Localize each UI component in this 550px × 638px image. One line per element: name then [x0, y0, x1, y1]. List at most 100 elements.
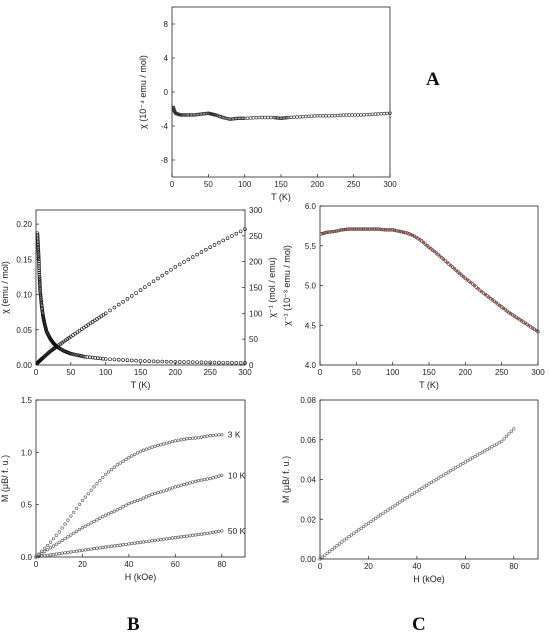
x-tick-label: 300 [383, 180, 397, 189]
y-axis-label-c-bottom: M (μB/ f. u.) [281, 456, 291, 503]
magnetization-point [191, 533, 195, 537]
y-tick-label: 0.00 [300, 555, 316, 564]
data-point [289, 115, 293, 120]
magnetization-point [332, 545, 337, 550]
panel-letter-b: B [127, 614, 140, 635]
susceptibility-point [243, 361, 247, 365]
x-tick-label: 80 [217, 560, 226, 569]
magnetization-point-group [318, 427, 516, 561]
magnetization-point [127, 455, 131, 460]
magnetization-point [72, 531, 76, 535]
y-tick-label: 4 [164, 54, 169, 63]
y-tick-label: 0 [164, 88, 169, 97]
magnetization-point [461, 461, 465, 466]
y-tick-label: 0.5 [21, 501, 33, 510]
magnetization-point [323, 553, 327, 557]
magnetization-point [75, 549, 79, 553]
magnetization-point [136, 541, 140, 545]
susceptibility-point [36, 245, 40, 249]
series-label: 3 K [228, 430, 241, 440]
data-point [179, 113, 183, 117]
susceptibility-point [204, 360, 208, 365]
magnetization-point [208, 476, 212, 481]
x-tick-label: 100 [238, 180, 252, 189]
magnetization-point [167, 440, 172, 444]
magnetization-point [77, 502, 82, 507]
magnetization-point [220, 529, 224, 533]
magnetization-point [124, 503, 128, 507]
magnetization-point [352, 531, 356, 535]
y-tick-label: 0.02 [300, 515, 316, 524]
magnetization-point [194, 436, 198, 440]
y-right-tick-label: 200 [249, 258, 263, 267]
susceptibility-point [37, 272, 42, 277]
magnetization-point [388, 506, 392, 511]
inverse-susceptibility-point [82, 325, 86, 330]
magnetization-point [57, 540, 61, 544]
magnetization-point [473, 454, 477, 459]
inverse-susceptibility-point [173, 265, 178, 269]
magnetization-point [182, 437, 186, 441]
x-tick-label: 50 [66, 368, 75, 377]
magnetization-point [480, 450, 484, 454]
magnetization-point [98, 546, 102, 550]
magnetization-point [188, 534, 192, 538]
magnetization-point [153, 491, 157, 496]
magnetization-point [441, 473, 446, 477]
magnetization-point [130, 454, 134, 458]
susceptibility-point [36, 252, 41, 256]
x-tick-label: 40 [412, 562, 421, 571]
susceptibility-point [81, 354, 85, 359]
susceptibility-point [40, 305, 44, 310]
inverse-susceptibility-point [177, 262, 182, 267]
susceptibility-point [36, 254, 41, 258]
magnetization-point [156, 538, 160, 542]
inverse-susceptibility-point [54, 345, 58, 349]
magnetization-point [133, 499, 137, 504]
x-tick-label: 50 [204, 180, 213, 189]
inverse-susceptibility-point [134, 291, 138, 295]
magnetization-point [357, 528, 361, 532]
magnetization-point [410, 492, 414, 497]
inverse-susceptibility-point [99, 314, 104, 318]
x-tick-label: 300 [238, 368, 252, 377]
susceptibility-point [38, 285, 42, 290]
magnetization-point [80, 498, 85, 503]
susceptibility-point [39, 303, 44, 307]
y-right-tick-label: 100 [249, 309, 263, 318]
susceptibility-point [37, 259, 41, 264]
susceptibility-point [38, 287, 42, 292]
series-label: 50 K [228, 526, 246, 536]
y-tick-label: 5.0 [305, 282, 317, 291]
magnetization-point [89, 547, 93, 551]
magnetization-point [46, 548, 50, 552]
magnetization-point [362, 524, 366, 529]
magnetization-point [444, 471, 448, 476]
y-right-tick-label: 150 [249, 284, 263, 293]
y-tick-label: 5.5 [305, 242, 317, 251]
susceptibility-point [108, 357, 112, 362]
magnetization-point [376, 514, 380, 519]
susceptibility-point [37, 270, 42, 275]
magnetization-point [51, 544, 56, 548]
magnetization-point [439, 474, 443, 479]
magnetization-point [101, 515, 105, 519]
magnetization-point [217, 433, 221, 437]
data-point [382, 111, 386, 116]
susceptibility-point [143, 359, 147, 363]
magnetization-point [153, 444, 157, 448]
magnetization-point [208, 531, 212, 535]
inverse-susceptibility-point [234, 231, 239, 236]
magnetization-point [75, 529, 79, 533]
data-point [180, 113, 184, 117]
series-label: 10 K [228, 470, 246, 480]
magnetization-point [391, 505, 395, 509]
susceptibility-point [40, 311, 45, 315]
magnetization-point [374, 516, 378, 520]
magnetization-point [188, 481, 192, 485]
magnetization-point [217, 474, 221, 478]
data-point [216, 114, 221, 118]
magnetization-point [69, 533, 73, 537]
magnetization-point [202, 477, 206, 482]
magnetization-point [485, 447, 489, 452]
